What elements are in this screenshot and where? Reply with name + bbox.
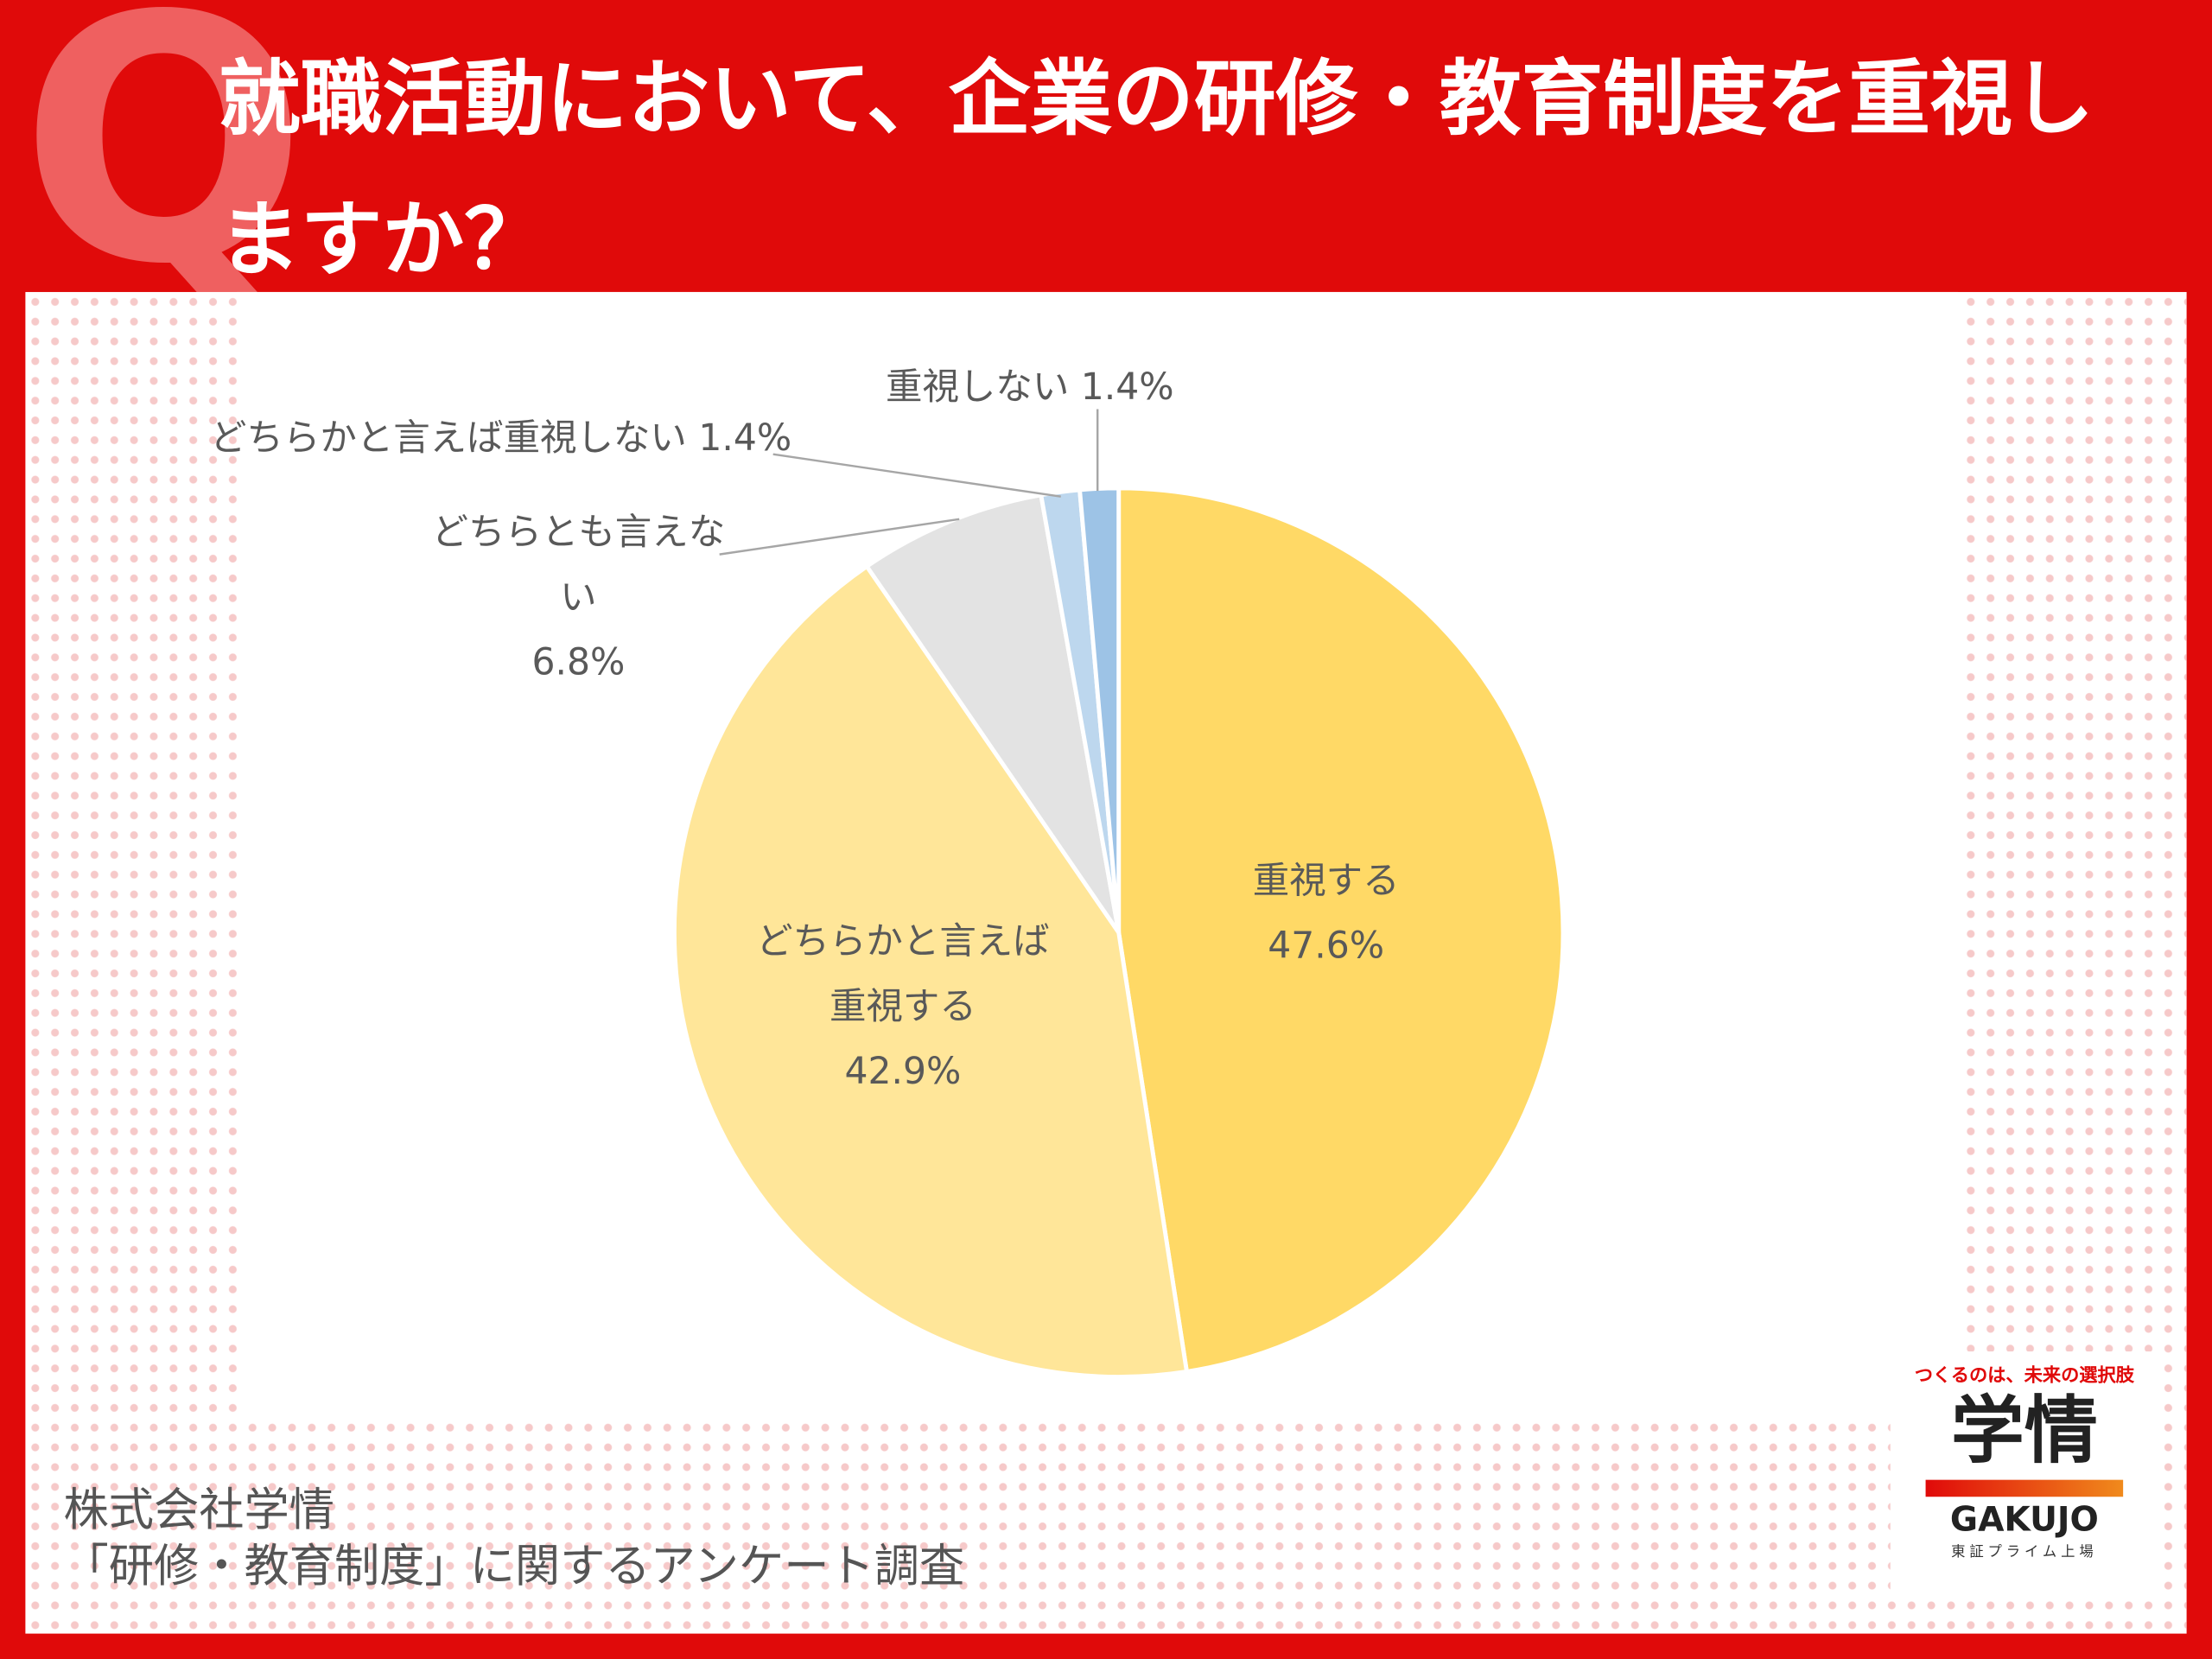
source: 株式会社学情 「研修・教育制度」に関するアンケート調査 bbox=[63, 1481, 964, 1594]
category-label: どちらとも言えない bbox=[431, 512, 726, 620]
logo-name: GAKUJO bbox=[1949, 1499, 2099, 1540]
category-label: どちらかと言えば重視しない bbox=[209, 417, 687, 461]
category-label: どちらかと言えば重視する bbox=[756, 921, 1050, 1029]
category-label: 重視する bbox=[1252, 860, 1400, 903]
leader-line bbox=[772, 453, 1061, 498]
tagline: つくるのは、未来の選択肢 bbox=[1914, 1365, 2134, 1387]
slice-label: 重視する 47.6% bbox=[1185, 849, 1467, 979]
value-label: 47.6% bbox=[1268, 925, 1385, 968]
pie-slice bbox=[672, 563, 1190, 1379]
leader-line bbox=[719, 518, 960, 556]
value-label: 6.8% bbox=[531, 641, 626, 684]
slice-label: 重視しない 1.4% bbox=[861, 355, 1199, 420]
logo-bar bbox=[1925, 1479, 2124, 1497]
survey: 「研修・教育制度」に関するアンケート調査 bbox=[63, 1539, 965, 1593]
value-label: 42.9% bbox=[844, 1051, 962, 1094]
value-label: 1.4% bbox=[698, 417, 792, 461]
q-badge: Q bbox=[19, 0, 308, 339]
logo-mark: 学情 bbox=[1950, 1389, 2098, 1475]
title: 就職活動において、企業の研修・教育制度を重視しますか？ bbox=[219, 50, 2094, 289]
category-label: 重視しない bbox=[886, 366, 1070, 410]
company: 株式会社学情 bbox=[63, 1482, 334, 1536]
pie-slice bbox=[1077, 486, 1122, 933]
pie-slice bbox=[1116, 486, 1566, 1375]
slice-label: どちらとも言えない 6.8% bbox=[416, 501, 741, 696]
logo: つくるのは、未来の選択肢 学情 GAKUJO 東証プライム上場 bbox=[1890, 1351, 2158, 1594]
value-label: 1.4% bbox=[1080, 366, 1174, 410]
listing: 東証プライム上場 bbox=[1951, 1544, 2098, 1560]
slice-label: どちらかと言えば重視する 42.9% bbox=[754, 910, 1051, 1104]
slice-label: どちらかと言えば重視しない 1.4% bbox=[205, 406, 798, 471]
